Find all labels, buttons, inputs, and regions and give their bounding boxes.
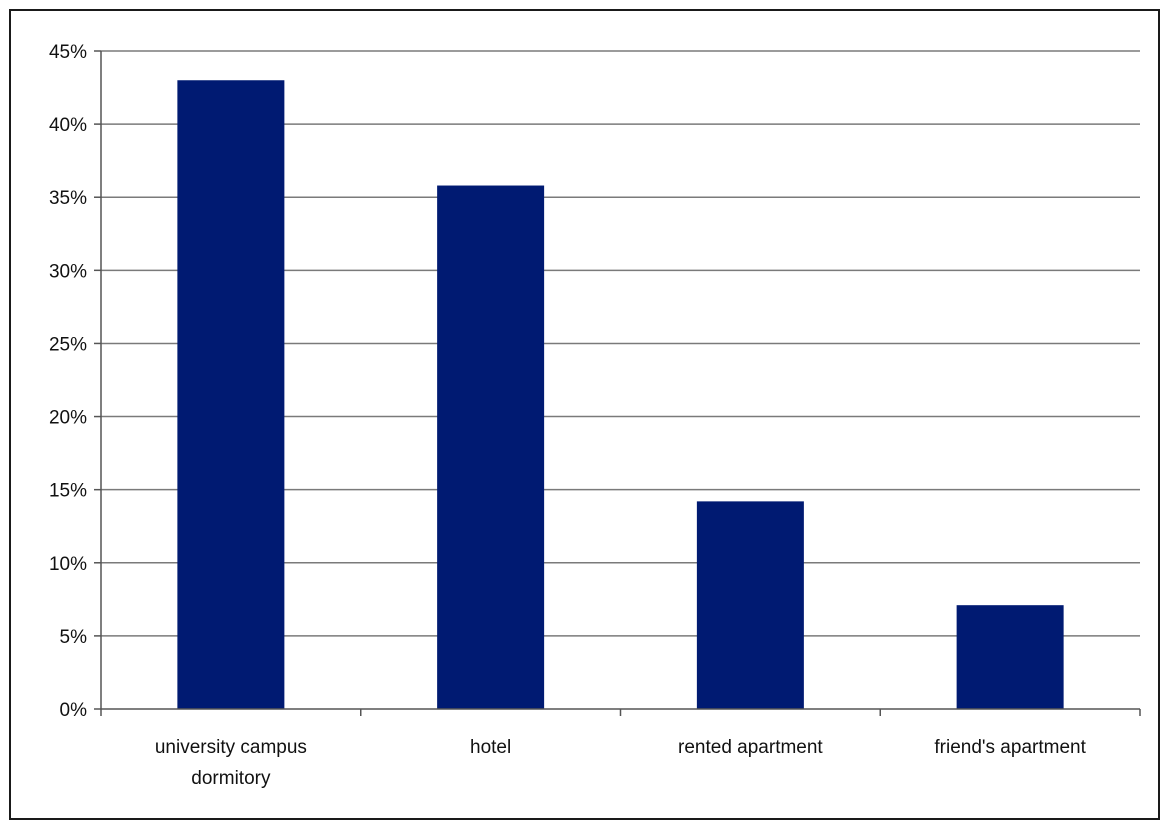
y-tick-label: 25% (49, 334, 87, 355)
x-tick-label-line: dormitory (191, 768, 271, 789)
x-tick-label-line: friend's apartment (934, 737, 1086, 758)
bar (956, 605, 1064, 709)
y-tick-label: 15% (49, 481, 87, 502)
x-tick-label: friend's apartment (934, 737, 1086, 758)
x-tick-label: rented apartment (678, 737, 823, 758)
bar (177, 80, 285, 709)
x-tick-label-line: rented apartment (678, 737, 823, 758)
x-tick-label-line: university campus (155, 737, 307, 758)
y-tick-label: 5% (60, 627, 88, 648)
y-tick-label: 10% (49, 554, 87, 575)
bars (177, 80, 1064, 710)
x-tick-label: university campus dormitory (155, 737, 307, 789)
x-tick-label: hotel (470, 737, 511, 758)
y-tick-label: 40% (49, 115, 87, 136)
y-tick-label: 45% (49, 42, 87, 63)
y-tick-label: 35% (49, 188, 87, 209)
bar (437, 185, 545, 710)
x-tick-label-line: hotel (470, 737, 511, 758)
y-tick-label: 30% (49, 261, 87, 282)
y-tick-label: 0% (60, 700, 88, 721)
axes (94, 50, 1141, 716)
x-tick-labels: university campus dormitory hotel rented ap… (155, 737, 1087, 789)
bar (696, 501, 804, 709)
y-tick-label: 20% (49, 408, 87, 429)
y-tick-labels: 0% 5% 10% 15% 20% 25% 30% 35% 40% 45% (49, 42, 87, 721)
